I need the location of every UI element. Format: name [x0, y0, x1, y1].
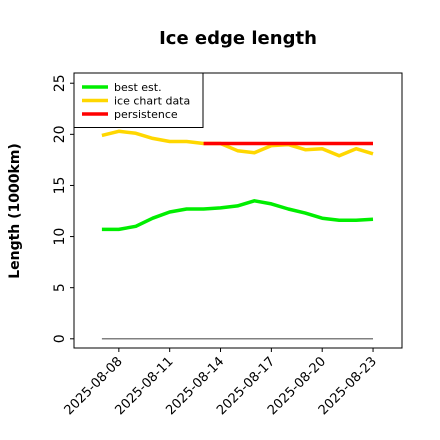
plot-frame: [73, 72, 403, 349]
y-tick-label: 10: [52, 228, 68, 246]
chart-title: Ice edge length: [159, 28, 317, 49]
y-tick-label: 0: [52, 334, 68, 343]
y-tick-label: 5: [52, 283, 68, 292]
y-tick-label: 25: [52, 74, 68, 92]
y-axis-label: Length (1000km): [7, 143, 23, 279]
legend-box: [73, 72, 204, 128]
y-tick-label: 15: [52, 177, 68, 195]
legend-label: best est.: [114, 81, 162, 94]
line-series: [101, 129, 374, 158]
y-tick-label: 20: [52, 125, 68, 143]
line-series: [101, 199, 374, 232]
legend-label: persistence: [114, 108, 178, 121]
legend-label: ice chart data: [114, 95, 190, 108]
